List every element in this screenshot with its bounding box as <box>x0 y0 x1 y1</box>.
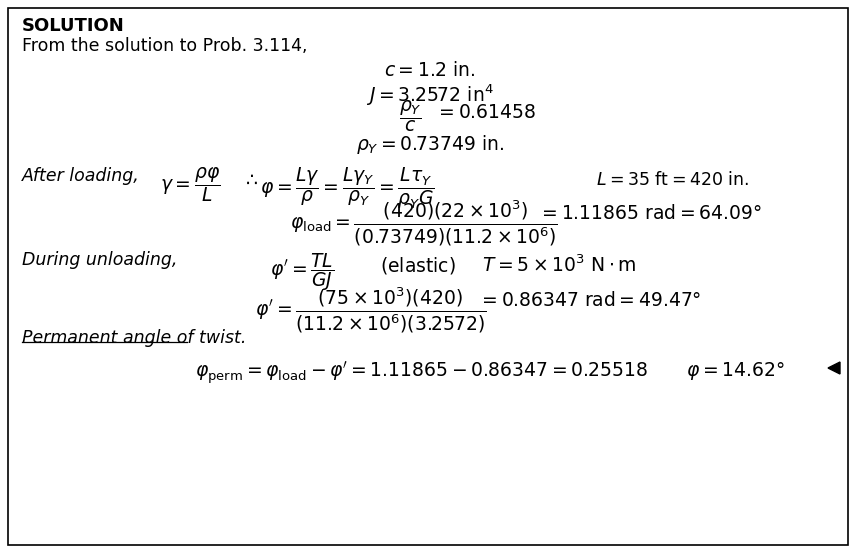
Text: $= 0.61458$: $= 0.61458$ <box>435 104 536 122</box>
Polygon shape <box>828 362 840 374</box>
Text: $\varphi = 14.62°$: $\varphi = 14.62°$ <box>686 360 784 382</box>
Text: $= 1.11865\ \mathrm{rad} = 64.09°$: $= 1.11865\ \mathrm{rad} = 64.09°$ <box>538 204 762 223</box>
Text: $J = 3.2572\ \mathrm{in}^4$: $J = 3.2572\ \mathrm{in}^4$ <box>366 83 494 108</box>
Text: $\rho_Y = 0.73749\ \mathrm{in.}$: $\rho_Y = 0.73749\ \mathrm{in.}$ <box>356 133 504 156</box>
Text: $\varphi' = \dfrac{(75 \times 10^3)(420)}{(11.2 \times 10^6)(3.2572)}$: $\varphi' = \dfrac{(75 \times 10^3)(420)… <box>255 285 487 335</box>
Text: $\therefore$: $\therefore$ <box>242 171 259 189</box>
Text: $\dfrac{\rho_Y}{c}$: $\dfrac{\rho_Y}{c}$ <box>399 98 422 134</box>
Text: $= 0.86347\ \mathrm{rad} = 49.47°$: $= 0.86347\ \mathrm{rad} = 49.47°$ <box>478 291 701 310</box>
Text: $L = 35\ \mathrm{ft} = 420\ \mathrm{in.}$: $L = 35\ \mathrm{ft} = 420\ \mathrm{in.}… <box>596 171 749 189</box>
Text: $c = 1.2\ \mathrm{in.}$: $c = 1.2\ \mathrm{in.}$ <box>385 61 476 80</box>
Text: $\mathrm{(elastic)}$: $\mathrm{(elastic)}$ <box>380 255 456 276</box>
Text: After loading,: After loading, <box>22 167 140 185</box>
Text: SOLUTION: SOLUTION <box>22 17 125 35</box>
Text: $T = 5 \times 10^3\ \mathrm{N \cdot m}$: $T = 5 \times 10^3\ \mathrm{N \cdot m}$ <box>482 255 637 276</box>
Text: $\varphi = \dfrac{L\gamma}{\rho} = \dfrac{L\gamma_Y}{\rho_Y} = \dfrac{L\tau_Y}{\: $\varphi = \dfrac{L\gamma}{\rho} = \dfra… <box>260 165 434 211</box>
Text: From the solution to Prob. 3.114,: From the solution to Prob. 3.114, <box>22 37 308 55</box>
Text: $\varphi_{\mathrm{load}} = \dfrac{(420)(22 \times 10^3)}{(0.73749)(11.2 \times 1: $\varphi_{\mathrm{load}} = \dfrac{(420)(… <box>290 198 558 248</box>
Text: During unloading,: During unloading, <box>22 251 177 269</box>
Text: Permanent angle of twist.: Permanent angle of twist. <box>22 329 246 347</box>
Text: $\varphi' = \dfrac{TL}{GJ}$: $\varphi' = \dfrac{TL}{GJ}$ <box>270 251 334 293</box>
Text: $\varphi_{\mathrm{perm}} = \varphi_{\mathrm{load}} - \varphi' = 1.11865 - 0.8634: $\varphi_{\mathrm{perm}} = \varphi_{\mat… <box>195 360 648 387</box>
Text: $\gamma = \dfrac{\rho\varphi}{L}$: $\gamma = \dfrac{\rho\varphi}{L}$ <box>160 165 220 204</box>
